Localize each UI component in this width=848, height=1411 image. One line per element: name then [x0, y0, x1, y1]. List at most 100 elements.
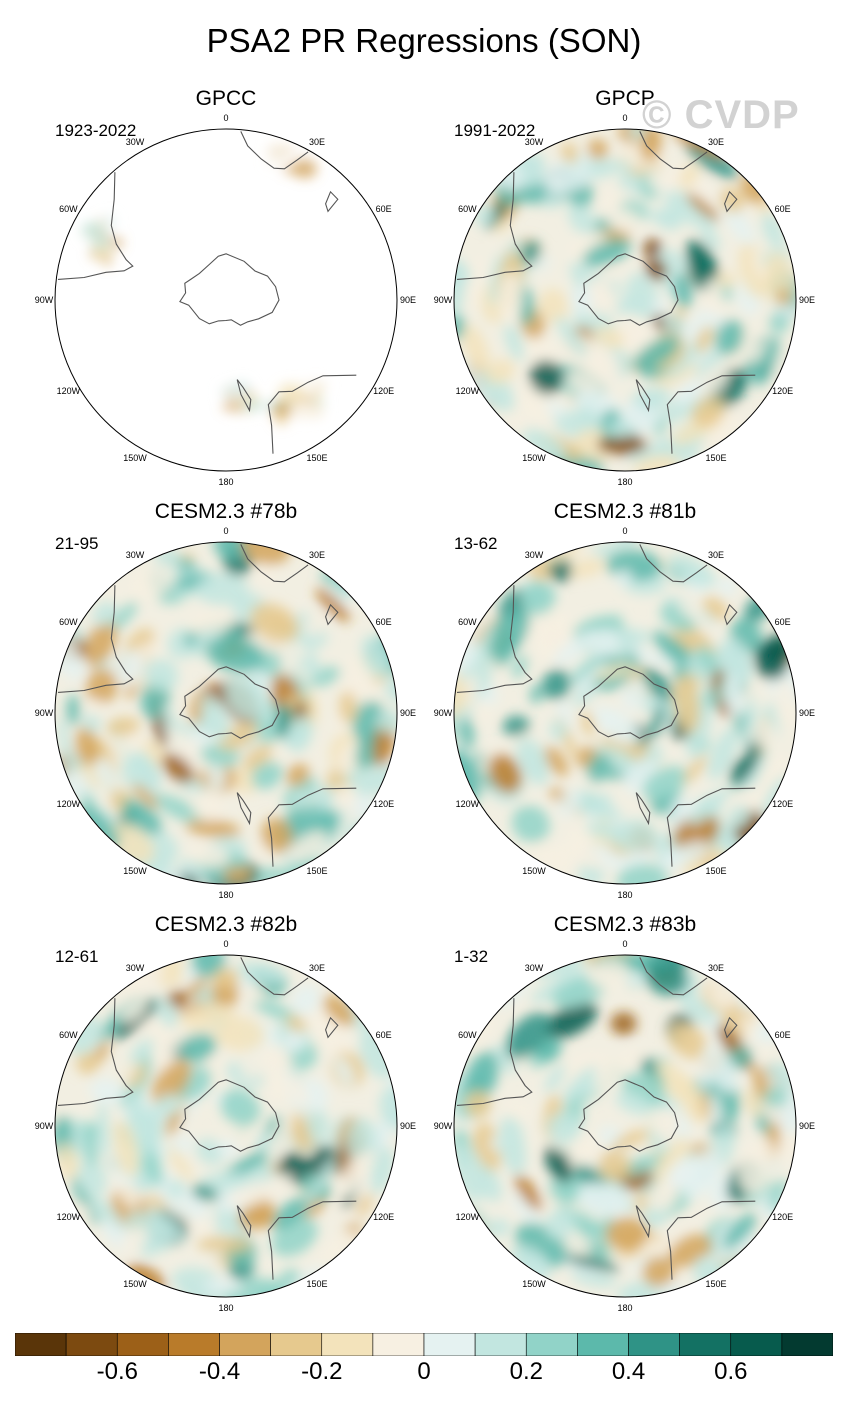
- colorbar-label: 0.2: [509, 1358, 543, 1385]
- longitude-label: 0: [223, 113, 229, 123]
- longitude-label: 120E: [772, 386, 794, 396]
- panel-period: 1991-2022: [454, 121, 536, 140]
- longitude-label: 120W: [455, 799, 480, 809]
- panel-title: CESM2.3 #83b: [553, 913, 697, 936]
- longitude-label: 90E: [399, 708, 417, 718]
- longitude-label: 120E: [373, 1212, 395, 1222]
- longitude-label: 90W: [34, 295, 54, 305]
- longitude-label: 0: [223, 526, 229, 536]
- longitude-label: 120E: [373, 799, 395, 809]
- colorbar-swatch: [372, 1333, 425, 1356]
- polar-map: [54, 541, 398, 885]
- figure-title: PSA2 PR Regressions (SON): [206, 22, 642, 59]
- panel-period: 12-61: [55, 947, 99, 966]
- longitude-label: 30W: [524, 963, 544, 974]
- longitude-label: 90W: [34, 708, 54, 718]
- colorbar-swatch: [219, 1333, 271, 1356]
- colorbar-swatch: [525, 1333, 578, 1356]
- panel-period: 13-62: [454, 534, 498, 553]
- longitude-label: 30W: [125, 137, 145, 148]
- polar-map: [453, 954, 797, 1298]
- colorbar-label: -0.6: [96, 1358, 138, 1385]
- longitude-label: 150W: [522, 452, 546, 463]
- longitude-label: 150E: [705, 1278, 727, 1289]
- polar-map: [54, 128, 398, 472]
- longitude-label: 180: [617, 890, 633, 900]
- longitude-label: 30E: [308, 137, 326, 148]
- longitude-label: 30E: [707, 137, 725, 148]
- longitude-label: 60W: [59, 1030, 78, 1040]
- longitude-label: 60E: [774, 204, 791, 214]
- longitude-label: 60W: [458, 617, 477, 627]
- longitude-label: 150E: [306, 865, 328, 876]
- polar-map: [453, 541, 797, 885]
- longitude-label: 120E: [373, 386, 395, 396]
- longitude-label: 180: [218, 1303, 234, 1313]
- longitude-label: 120W: [455, 1212, 480, 1222]
- longitude-label: 30E: [707, 550, 725, 561]
- longitude-label: 150W: [522, 1278, 546, 1289]
- longitude-label: 180: [218, 477, 234, 487]
- longitude-label: 30E: [308, 550, 326, 561]
- colorbar-swatch: [730, 1333, 783, 1356]
- panel-period: 21-95: [55, 534, 99, 553]
- longitude-label: 120W: [56, 799, 81, 809]
- longitude-label: 30E: [308, 963, 326, 974]
- longitude-label: 90W: [433, 708, 453, 718]
- longitude-label: 90E: [399, 1121, 417, 1131]
- longitude-label: 60E: [774, 1030, 791, 1040]
- longitude-label: 180: [617, 1303, 633, 1313]
- panel-period: 1923-2022: [55, 121, 137, 140]
- longitude-label: 90E: [798, 708, 816, 718]
- colorbar-swatch: [781, 1333, 833, 1356]
- longitude-label: 30W: [125, 550, 145, 561]
- longitude-label: 60W: [59, 204, 78, 214]
- panel-title: CESM2.3 #78b: [154, 500, 298, 523]
- longitude-label: 30W: [125, 963, 145, 974]
- colorbar-swatch: [423, 1333, 476, 1356]
- longitude-label: 90W: [34, 1121, 54, 1131]
- longitude-label: 90W: [433, 1121, 453, 1131]
- colorbar-swatch: [474, 1333, 527, 1356]
- panel-title: GPCC: [195, 87, 257, 110]
- longitude-label: 150W: [123, 452, 147, 463]
- longitude-label: 120E: [772, 1212, 794, 1222]
- colorbar-swatch: [168, 1333, 220, 1356]
- longitude-label: 180: [218, 890, 234, 900]
- longitude-label: 30W: [524, 550, 544, 561]
- longitude-label: 0: [223, 939, 229, 949]
- colorbar-swatch: [577, 1333, 629, 1356]
- longitude-label: 150W: [123, 865, 147, 876]
- longitude-label: 60W: [59, 617, 78, 627]
- colorbar-swatch: [116, 1333, 169, 1356]
- colorbar-swatch: [628, 1333, 680, 1356]
- colorbar: [15, 1333, 833, 1356]
- longitude-label: 0: [622, 113, 628, 123]
- longitude-label: 30E: [707, 963, 725, 974]
- polar-map: [453, 128, 797, 472]
- colorbar-swatch: [679, 1333, 732, 1356]
- longitude-label: 60E: [375, 617, 392, 627]
- longitude-label: 0: [622, 526, 628, 536]
- colorbar-label: 0.4: [611, 1358, 646, 1385]
- longitude-label: 90E: [399, 295, 417, 305]
- colorbar-swatch: [270, 1333, 323, 1356]
- colorbar-swatch: [15, 1333, 67, 1356]
- colorbar-label: -0.2: [301, 1358, 343, 1385]
- colorbar-swatch: [321, 1333, 374, 1356]
- longitude-label: 90W: [433, 295, 453, 305]
- longitude-label: 120W: [56, 386, 81, 396]
- longitude-label: 120W: [56, 1212, 81, 1222]
- longitude-label: 60E: [774, 617, 791, 627]
- longitude-label: 120E: [772, 799, 794, 809]
- longitude-label: 90E: [798, 1121, 816, 1131]
- longitude-label: 60W: [458, 1030, 477, 1040]
- panel-title: CESM2.3 #82b: [154, 913, 298, 936]
- longitude-label: 150E: [306, 452, 328, 463]
- longitude-label: 90E: [798, 295, 816, 305]
- longitude-label: 180: [617, 477, 633, 487]
- panel-title: GPCP: [595, 87, 655, 110]
- longitude-label: 120W: [455, 386, 480, 396]
- colorbar-label: -0.4: [198, 1358, 241, 1385]
- colorbar-label: 0.6: [714, 1358, 748, 1385]
